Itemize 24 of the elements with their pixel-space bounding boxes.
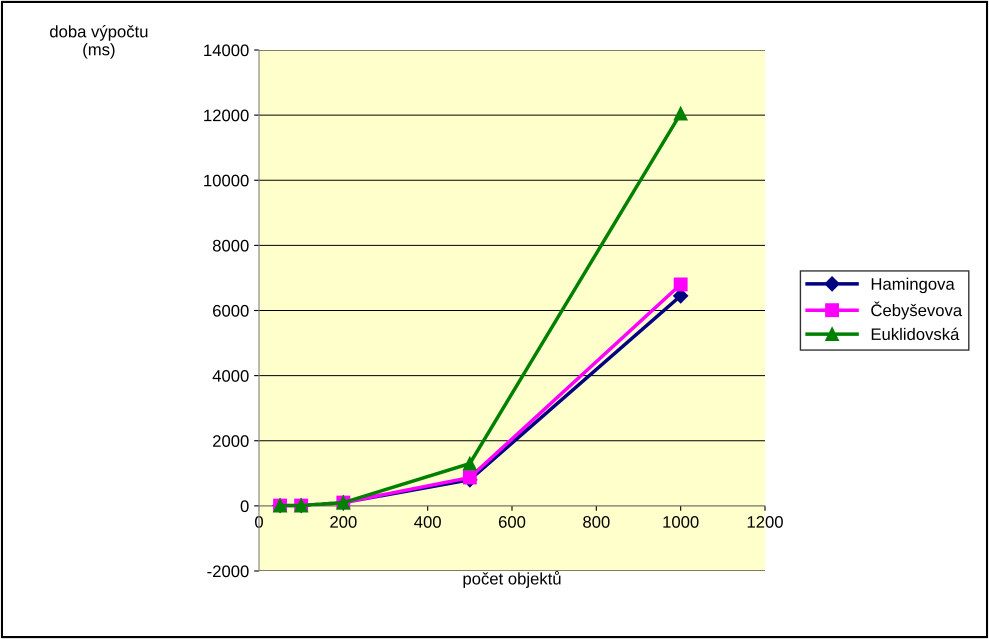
point	[674, 106, 688, 120]
legend-label: Euklidovská	[872, 328, 960, 340]
legend-label: Čebyševova	[871, 301, 962, 320]
point	[462, 456, 477, 470]
x-axis-title: počet objektů	[464, 571, 560, 588]
y-tick-label: 8000	[212, 240, 249, 252]
y-tick-label: 4000	[212, 370, 249, 382]
y-tick-label: 6000	[213, 304, 249, 317]
y-tick-label: 14000	[204, 44, 249, 56]
point	[674, 278, 688, 292]
legend-label: Hamingova	[872, 278, 955, 294]
x-tick-label: 1000	[663, 516, 699, 528]
x-tick-label: 400	[414, 516, 441, 528]
y-tick-label: -2000	[207, 565, 249, 578]
point	[462, 470, 477, 484]
x-tick-label: 1200	[748, 516, 783, 528]
x-tick-label: 200	[330, 516, 357, 528]
y-tick-label: 0	[240, 500, 249, 512]
y-tick-label: 2000	[213, 435, 249, 447]
x-tick-label: 600	[498, 516, 526, 528]
y-tick-label: 12000	[204, 110, 249, 122]
y-tick-label: 10000	[204, 174, 249, 186]
x-tick-label: 800	[583, 516, 610, 528]
y-axis-title: doba výpočtu (ms)	[50, 25, 148, 59]
